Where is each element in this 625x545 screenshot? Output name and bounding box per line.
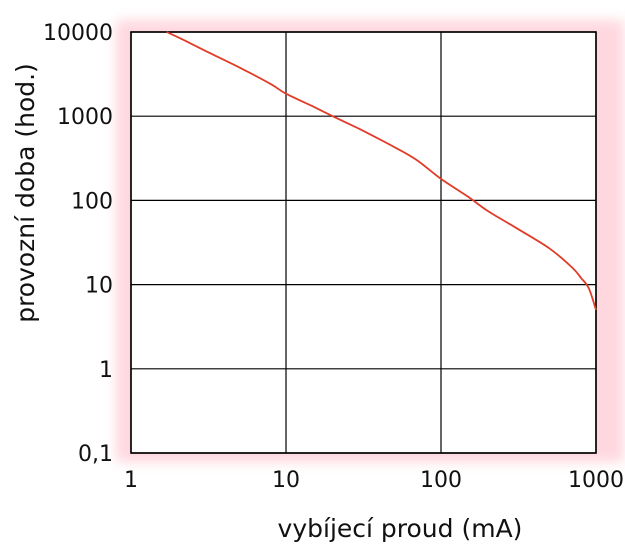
x-tick-labels: 1 10 100 1000 xyxy=(124,468,624,493)
plot-area xyxy=(131,32,596,453)
x-tick-label: 1 xyxy=(124,468,138,493)
x-axis-label: vybíjecí proud (mA) xyxy=(278,514,523,543)
plot-frame xyxy=(130,31,597,454)
series-line xyxy=(166,31,597,311)
y-axis-label: provozní doba (hod.) xyxy=(11,63,40,323)
x-tick-label: 1000 xyxy=(568,468,624,493)
y-tick-label: 100 xyxy=(71,189,113,214)
y-tick-label: 0,1 xyxy=(78,442,113,467)
x-tick-label: 100 xyxy=(420,468,462,493)
y-tick-labels: 10000 1000 100 10 1 0,1 xyxy=(43,21,113,467)
y-tick-label: 10 xyxy=(85,274,113,299)
y-tick-label: 1000 xyxy=(57,105,113,130)
y-tick-label: 10000 xyxy=(43,21,113,46)
y-tick-label: 1 xyxy=(99,358,113,383)
x-tick-label: 10 xyxy=(272,468,300,493)
